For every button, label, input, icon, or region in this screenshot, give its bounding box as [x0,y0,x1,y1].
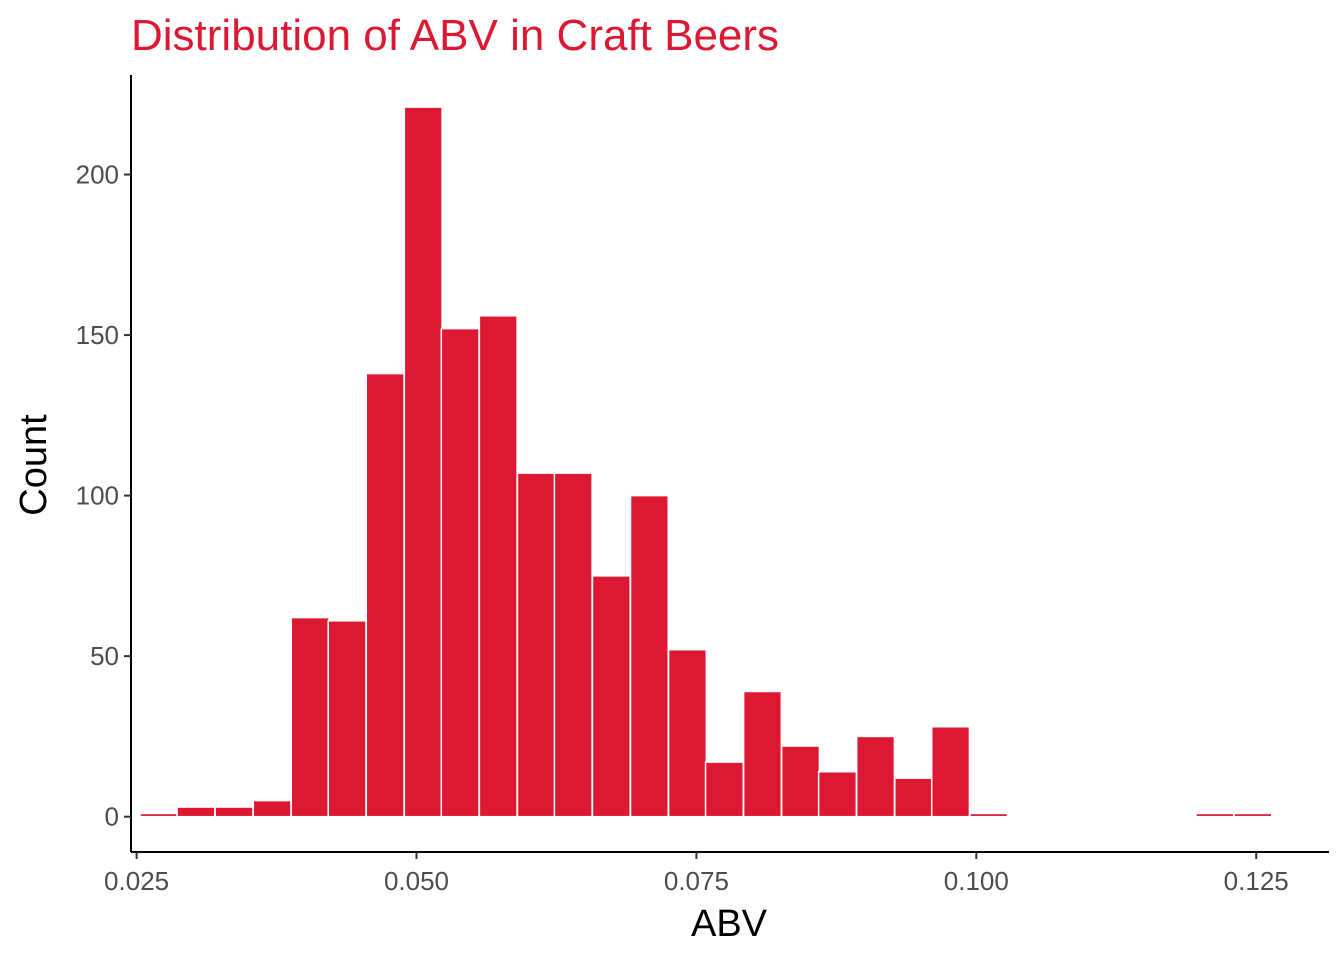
x-tick-label-4: 0.125 [1224,866,1289,896]
histogram-bar-13 [629,494,670,818]
histogram-bar-12 [591,575,631,818]
y-tick-label-3: 150 [76,320,119,350]
histogram-bar-14 [667,648,708,818]
y-axis-title: Count [13,414,55,516]
y-tick-label-2: 100 [76,481,119,511]
histogram-bar-18 [817,770,858,818]
histogram-bar-4 [290,616,330,818]
y-tick-label-0: 0 [105,802,119,832]
histogram-bar-19 [855,735,896,818]
x-axis-title: ABV [691,903,768,945]
histogram-bar-5 [327,620,367,818]
histogram-bar-7 [403,106,443,818]
histogram-bar-11 [553,472,593,818]
histogram-bar-20 [894,777,934,818]
histogram-bar-3 [252,799,292,818]
histogram-bar-16 [742,690,783,818]
x-tick-label-2: 0.075 [664,866,729,896]
histogram-bar-15 [704,761,745,818]
histogram-bar-6 [365,372,405,818]
chart-title: Distribution of ABV in Craft Beers [131,11,779,60]
histogram-bar-24 [1233,812,1273,818]
histogram-bar-9 [478,315,518,818]
histogram-bar-10 [516,472,556,818]
x-tick-label-1: 0.050 [384,866,449,896]
y-axis-ticks: 0 50 100 150 200 [76,160,131,832]
histogram-bar-23 [1195,812,1235,818]
histogram-bar-0 [139,812,179,818]
x-tick-label-3: 0.100 [944,866,1009,896]
bars-group [139,106,1273,818]
y-tick-label-4: 200 [76,160,119,190]
x-axis-ticks: 0.025 0.050 0.075 0.100 0.125 [104,852,1289,896]
histogram-bar-21 [930,726,971,818]
histogram-bar-17 [780,745,821,818]
histogram-bar-2 [214,806,254,818]
x-tick-label-0: 0.025 [104,866,169,896]
histogram-bar-8 [440,327,480,818]
histogram-bar-1 [176,806,216,818]
histogram-bar-22 [969,812,1009,818]
y-tick-label-1: 50 [90,641,119,671]
